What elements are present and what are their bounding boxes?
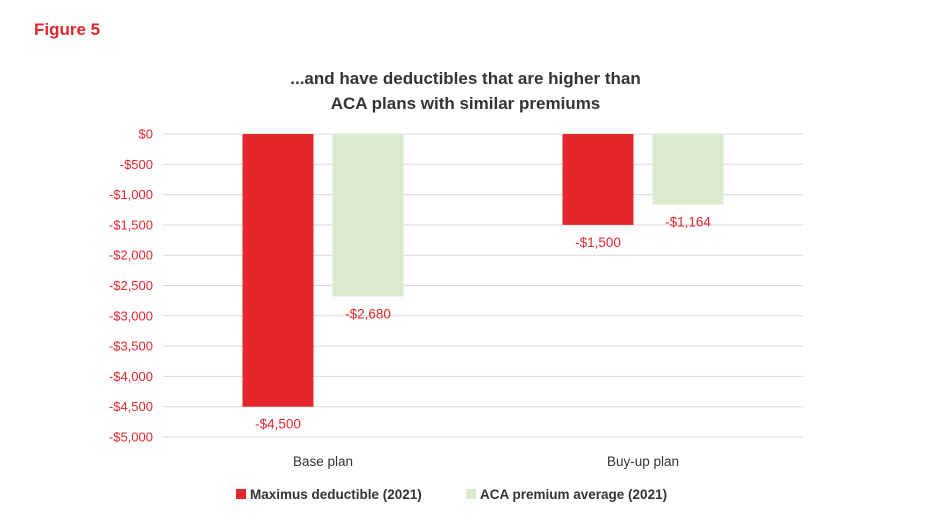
figure-label: Figure 5 (34, 20, 101, 39)
y-tick-label: -$3,000 (109, 308, 153, 323)
y-tick-label: -$2,500 (109, 278, 153, 293)
bar-aca-premium-1 (652, 134, 724, 205)
legend-swatch (236, 489, 246, 499)
y-tick-label: -$5,000 (109, 430, 153, 445)
chart-title-line-1: ...and have deductibles that are higher … (290, 69, 641, 88)
data-label: -$1,500 (575, 235, 621, 250)
y-tick-label: -$4,500 (109, 399, 153, 414)
y-tick-label: -$1,500 (109, 217, 153, 232)
category-label: Buy-up plan (607, 454, 679, 469)
legend-label: Maximus deductible (2021) (250, 487, 422, 502)
data-label: -$2,680 (345, 306, 391, 321)
bars (242, 134, 724, 407)
bar-maximus-deductible-1 (562, 134, 634, 225)
category-labels: Base plan Buy-up plan (293, 454, 679, 469)
legend-label: ACA premium average (2021) (480, 487, 667, 502)
y-tick-label: -$500 (120, 157, 153, 172)
data-labels: -$4,500 -$2,680 -$1,500 -$1,164 (255, 215, 711, 432)
chart-title: ...and have deductibles that are higher … (0, 66, 931, 116)
data-label: -$1,164 (665, 215, 711, 230)
y-tick-label: -$3,500 (109, 339, 153, 354)
y-tick-label: -$1,000 (109, 187, 153, 202)
bar-maximus-deductible-0 (242, 134, 314, 407)
data-label: -$4,500 (255, 417, 301, 432)
category-label: Base plan (293, 454, 353, 469)
y-axis-ticks: $0 -$500 -$1,000 -$1,500 -$2,000 -$2,500 -$3,0… (109, 127, 153, 445)
y-tick-label: $0 (139, 127, 153, 142)
chart-title-line-2: ACA plans with similar premiums (330, 94, 601, 113)
legend: Maximus deductible (2021) ACA premium ave… (236, 487, 667, 502)
legend-swatch (466, 489, 476, 499)
y-tick-label: -$2,000 (109, 248, 153, 263)
bar-aca-premium-0 (332, 134, 404, 297)
y-tick-label: -$4,000 (109, 369, 153, 384)
